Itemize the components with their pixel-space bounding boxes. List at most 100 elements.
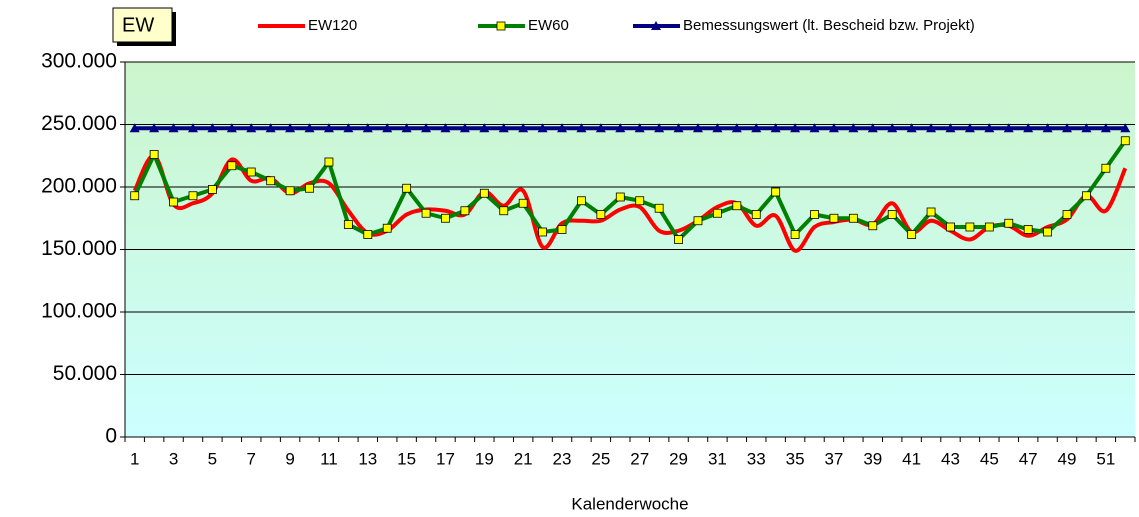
marker bbox=[227, 161, 237, 171]
marker bbox=[1004, 218, 1014, 228]
x-tick-label: 41 bbox=[902, 449, 921, 468]
marker bbox=[790, 123, 801, 133]
y-tick-label: 50.000 bbox=[53, 362, 117, 385]
marker bbox=[771, 187, 781, 197]
marker bbox=[440, 123, 451, 133]
marker bbox=[499, 206, 509, 216]
marker bbox=[382, 123, 393, 133]
marker bbox=[576, 123, 587, 133]
legend-label: EW120 bbox=[308, 17, 357, 34]
marker bbox=[712, 123, 723, 133]
marker bbox=[323, 123, 334, 133]
marker bbox=[674, 235, 683, 244]
marker bbox=[169, 197, 178, 207]
marker bbox=[964, 123, 975, 133]
marker bbox=[382, 223, 392, 233]
marker bbox=[809, 123, 820, 133]
x-tick-label: 23 bbox=[553, 449, 572, 468]
x-tick-label: 21 bbox=[514, 449, 533, 468]
marker bbox=[402, 183, 412, 193]
x-axis-label: Kalenderwoche bbox=[571, 494, 688, 513]
marker bbox=[1023, 123, 1034, 133]
marker bbox=[1081, 123, 1092, 133]
marker bbox=[498, 123, 509, 133]
marker bbox=[557, 123, 568, 133]
marker bbox=[946, 222, 955, 232]
marker bbox=[654, 123, 665, 133]
marker bbox=[168, 123, 179, 133]
marker bbox=[246, 123, 257, 133]
marker bbox=[459, 123, 470, 133]
marker bbox=[285, 123, 296, 133]
x-tick-label: 43 bbox=[941, 449, 960, 468]
marker bbox=[208, 185, 217, 194]
y-axis-label: EW bbox=[122, 14, 154, 36]
marker bbox=[1101, 163, 1111, 173]
x-tick-label: 31 bbox=[708, 449, 727, 468]
y-tick-label: 150.000 bbox=[41, 237, 117, 260]
marker bbox=[363, 230, 373, 239]
marker bbox=[635, 196, 645, 206]
x-tick-label: 17 bbox=[436, 449, 455, 468]
marker bbox=[304, 123, 315, 133]
marker bbox=[751, 210, 761, 219]
marker bbox=[265, 123, 276, 133]
marker bbox=[362, 123, 373, 133]
y-tick-label: 250.000 bbox=[41, 112, 117, 135]
marker bbox=[149, 150, 159, 159]
x-tick-label: 45 bbox=[980, 449, 999, 468]
legend-label: Bemessungswert (lt. Bescheid bzw. Projek… bbox=[683, 17, 975, 34]
marker bbox=[693, 216, 703, 226]
marker bbox=[887, 123, 898, 133]
marker bbox=[187, 123, 198, 133]
marker bbox=[984, 123, 995, 133]
marker bbox=[868, 221, 878, 231]
marker bbox=[479, 123, 490, 133]
marker bbox=[285, 186, 295, 196]
x-tick-label: 1 bbox=[130, 449, 139, 468]
marker bbox=[595, 123, 606, 133]
legend-marker bbox=[651, 21, 661, 30]
marker bbox=[673, 123, 684, 133]
marker bbox=[324, 157, 334, 167]
marker bbox=[1100, 123, 1111, 133]
marker bbox=[518, 198, 528, 208]
x-tick-label: 27 bbox=[630, 449, 649, 468]
x-tick-label: 51 bbox=[1096, 449, 1115, 468]
marker bbox=[1062, 210, 1072, 219]
marker bbox=[305, 183, 314, 193]
x-tick-label: 29 bbox=[669, 449, 688, 468]
marker bbox=[460, 206, 470, 216]
marker bbox=[1120, 136, 1130, 146]
marker bbox=[441, 213, 450, 223]
marker bbox=[1042, 123, 1053, 133]
marker bbox=[207, 123, 218, 133]
marker bbox=[129, 123, 140, 133]
marker bbox=[965, 222, 975, 232]
y-tick-label: 300.000 bbox=[41, 50, 117, 73]
y-tick-label: 0 bbox=[105, 425, 117, 448]
marker bbox=[479, 188, 489, 198]
marker bbox=[538, 227, 547, 237]
y-tick-label: 200.000 bbox=[41, 175, 117, 198]
marker bbox=[518, 123, 529, 133]
series-line bbox=[132, 139, 1127, 242]
marker bbox=[906, 123, 917, 133]
x-tick-label: 7 bbox=[247, 449, 256, 468]
x-tick-label: 25 bbox=[591, 449, 610, 468]
marker bbox=[537, 123, 548, 133]
marker bbox=[731, 123, 742, 133]
marker bbox=[226, 123, 237, 133]
marker bbox=[421, 123, 432, 133]
marker bbox=[713, 208, 722, 218]
marker bbox=[266, 176, 276, 186]
marker bbox=[343, 220, 353, 229]
marker bbox=[732, 201, 742, 211]
marker bbox=[848, 213, 858, 223]
marker bbox=[926, 123, 937, 133]
marker bbox=[887, 210, 897, 219]
marker bbox=[751, 123, 762, 133]
marker bbox=[188, 191, 198, 201]
marker bbox=[615, 123, 626, 133]
x-tick-label: 13 bbox=[358, 449, 377, 468]
